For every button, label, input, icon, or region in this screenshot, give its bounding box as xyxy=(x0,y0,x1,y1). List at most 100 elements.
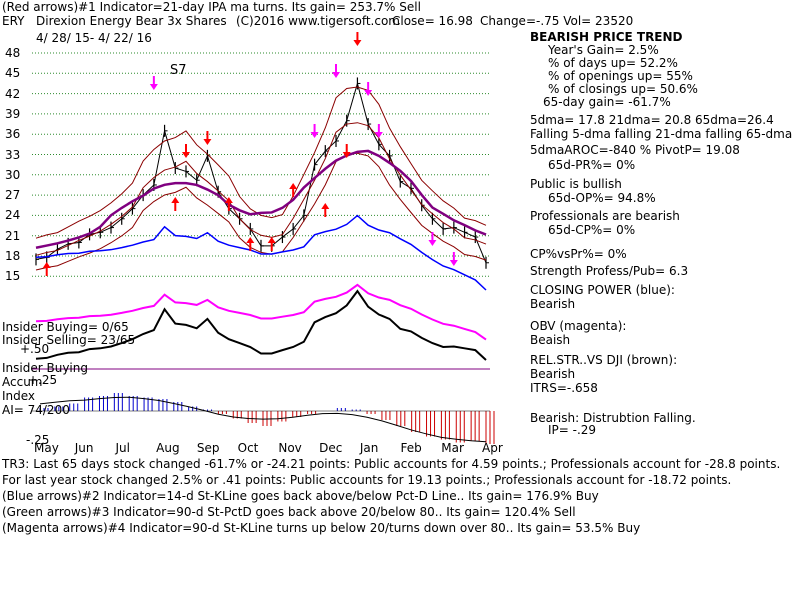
insider-buying-count: Insider Buying= 0/65 xyxy=(2,320,129,334)
itrs-value: ITRS=-.658 xyxy=(530,381,598,395)
closing-power-label: CLOSING POWER (blue): xyxy=(530,283,675,297)
month-label: Dec xyxy=(319,441,343,455)
month-label: Oct xyxy=(237,441,259,455)
sell-arrow xyxy=(182,144,190,158)
month-label: Aug xyxy=(156,441,180,455)
y-tick-label: 33 xyxy=(5,147,21,162)
ma-21-line xyxy=(35,122,487,256)
arrow-head xyxy=(149,84,158,90)
sell-arrow xyxy=(332,64,340,78)
footer-line-2: For last year stock changed 2.5% or .41 … xyxy=(2,473,732,487)
y-tick-label: 15 xyxy=(5,269,21,284)
indicator-1-line: (Red arrows)#1 Indicator=21-day IPA ma t… xyxy=(2,0,421,14)
sell-arrow xyxy=(203,131,212,145)
copyright: (C)2016 www.tigersoft.com xyxy=(236,14,400,28)
closings-up: % of closings up= 50.6% xyxy=(548,82,698,96)
public-status: Public is bullish xyxy=(530,177,622,191)
index-label: Index xyxy=(2,389,36,403)
insider-selling-count: Insider Selling= 23/65 xyxy=(2,333,136,347)
op-65: 65d-OP%= 94.8% xyxy=(548,191,656,205)
accum-status: Bearish: Distrubtion Falling. xyxy=(530,411,696,425)
buy-arrow xyxy=(289,183,298,197)
sell-arrow xyxy=(342,144,351,158)
arrow-head xyxy=(321,203,330,209)
buy-arrow xyxy=(267,237,276,251)
y-tick-label: 24 xyxy=(5,208,21,223)
buy-arrow xyxy=(171,197,180,211)
arrow-head xyxy=(353,40,362,46)
footer-line-3: (Blue arrows)#2 Indicator=14-d St-KLine … xyxy=(2,489,599,503)
aroc-pivot: 5dmaAROC=-840 % PivotP= 19.08 xyxy=(530,143,740,157)
level-minus-25: -.25 xyxy=(26,433,50,447)
arrow-head xyxy=(342,152,351,158)
year-gain: Year's Gain= 2.5% xyxy=(548,43,659,57)
date-range: 4/ 28/ 15- 4/ 22/ 16 xyxy=(36,31,152,45)
indicator-panel xyxy=(32,368,495,444)
sell-arrow xyxy=(364,82,373,96)
ip-value: IP= -.29 xyxy=(548,423,597,437)
sell-arrow xyxy=(449,252,458,266)
days-up: % of days up= 52.2% xyxy=(548,56,678,70)
tr3-prefix: TR3: xyxy=(2,457,30,471)
accum-ma-line xyxy=(39,396,487,443)
upper-band-line xyxy=(35,86,487,239)
dma-values: 5dma= 17.8 21dma= 20.8 65dma=26.4 xyxy=(530,113,774,127)
arrow-head xyxy=(42,262,51,268)
arrow-head xyxy=(374,132,383,138)
month-label: Nov xyxy=(278,441,302,455)
trend-title: BEARISH PRICE TREND xyxy=(530,30,683,44)
y-tick-label: 30 xyxy=(5,167,21,182)
close-value: Close= 16.98 xyxy=(392,14,473,28)
sell-arrow xyxy=(374,124,383,138)
y-tick-label: 45 xyxy=(5,66,21,81)
month-label: Feb xyxy=(400,441,422,455)
level-plus-25: +.25 xyxy=(28,373,58,387)
arrow-head xyxy=(428,240,437,246)
falling-dma: Falling 5-dma falling 21-dma falling 65-… xyxy=(530,127,793,141)
y-tick-label: 42 xyxy=(5,86,21,101)
arrow-head xyxy=(449,260,458,266)
footer-line-5: (Magenta arrows)#4 Indicator=90-d St-KLi… xyxy=(2,521,641,535)
y-tick-label: 39 xyxy=(5,106,21,121)
buy-arrow xyxy=(224,197,233,211)
insider-buying-label: Insider Buying xyxy=(2,361,88,375)
month-label: Jan xyxy=(359,441,379,455)
arrow-head xyxy=(203,139,212,145)
arrow-head xyxy=(364,90,373,96)
arrow-head xyxy=(267,237,276,243)
y-tick-label: 27 xyxy=(5,188,21,203)
month-label: Mar xyxy=(441,441,464,455)
professionals-status: Professionals are bearish xyxy=(530,209,680,223)
cp-65: 65d-CP%= 0% xyxy=(548,223,636,237)
month-label: Jun xyxy=(74,441,94,455)
arrow-head xyxy=(171,197,180,203)
footer-line-4: (Green arrows)#3 Indicator=90-d St-PctD … xyxy=(2,505,576,519)
level-plus-50: +.50 xyxy=(20,342,50,356)
change-volume: Change=-.75 Vol= 23520 xyxy=(480,14,634,28)
relative-strength-line xyxy=(35,289,487,361)
openings-up: % of openings up= 55% xyxy=(548,69,693,83)
signal-s7-label: S7 xyxy=(170,63,187,78)
price-panel xyxy=(35,77,489,361)
obv-label: OBV (magenta): xyxy=(530,319,627,333)
closing-power-state: Bearish xyxy=(530,297,576,311)
month-label: Sep xyxy=(196,441,220,455)
footer-65-day: Last 65 days stock changed -61.7% or -24… xyxy=(33,457,781,471)
buy-arrow xyxy=(42,262,51,276)
arrow-head xyxy=(332,72,340,78)
y-tick-label: 18 xyxy=(5,249,21,263)
accum-label: Accum xyxy=(2,375,43,389)
sell-arrow xyxy=(428,232,437,246)
arrow-head xyxy=(246,237,255,243)
sell-arrow xyxy=(353,32,362,46)
gain-65: 65-day gain= -61.7% xyxy=(543,95,671,109)
y-tick-label: 36 xyxy=(5,127,21,142)
sell-arrow xyxy=(149,76,158,90)
relstr-label: REL.STR..VS DJI (brown): xyxy=(530,353,678,367)
month-label: Jul xyxy=(115,441,130,455)
sell-arrow xyxy=(310,124,319,138)
price-line xyxy=(35,81,487,263)
footer-line-1: TR3: Last 65 days stock changed -61.7% o… xyxy=(2,456,780,472)
month-label: Apr xyxy=(482,441,503,455)
